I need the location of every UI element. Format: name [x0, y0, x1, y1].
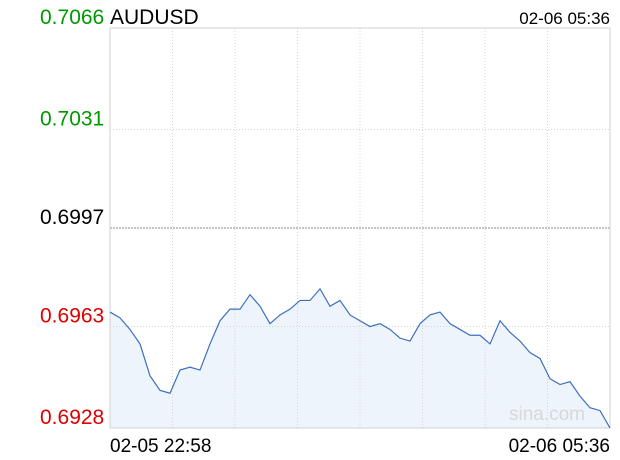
y-tick-label: 0.7031 [40, 107, 104, 130]
watermark: sina.com [509, 404, 585, 425]
x-tick-label: 02-05 22:58 [110, 436, 211, 457]
y-tick-label: 0.6963 [40, 305, 104, 328]
plot-frame [109, 27, 611, 429]
line [109, 287, 611, 429]
time-label: 02-06 05:36 [519, 9, 610, 28]
y-tick-label: 0.7066 [40, 6, 104, 29]
x-tick-label: 02-06 05:36 [509, 436, 610, 457]
y-tick-label: 0.6997 [40, 206, 104, 229]
chart-title: AUDUSD [110, 6, 199, 29]
y-tick-label: 0.6928 [40, 406, 104, 429]
